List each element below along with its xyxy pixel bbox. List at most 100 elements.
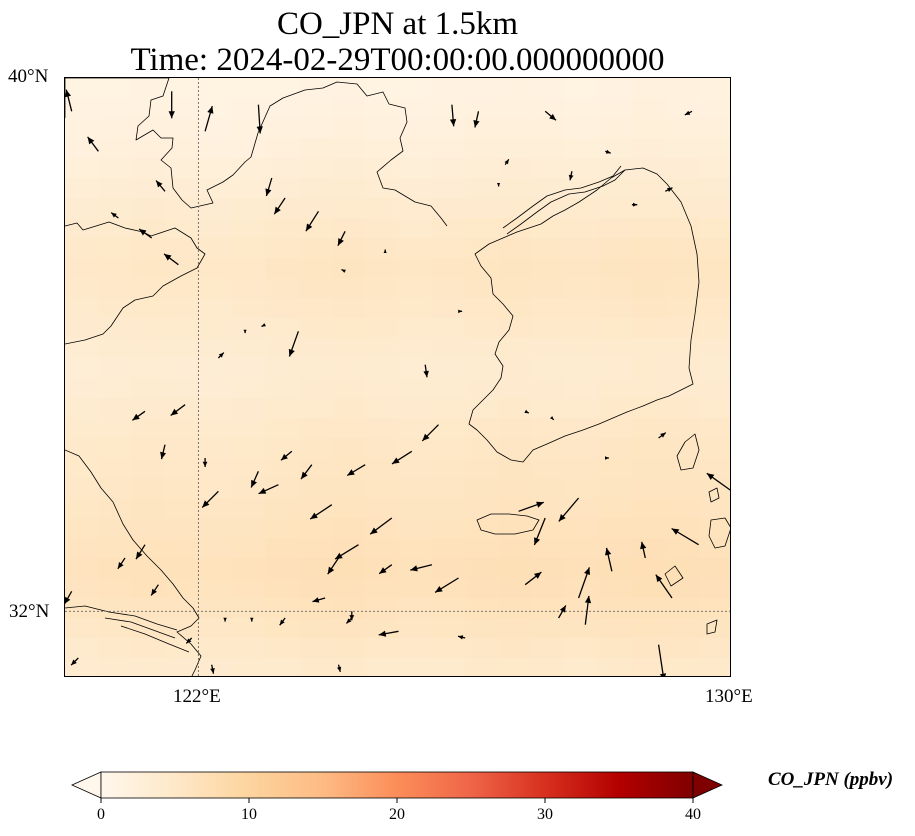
field-cell	[331, 78, 366, 99]
lat-tick-label-32n: 32°N	[9, 601, 50, 622]
field-cell	[465, 78, 500, 99]
field-cell	[298, 538, 333, 559]
field-cell	[298, 338, 333, 359]
field-cell	[398, 198, 433, 219]
field-cell	[665, 418, 700, 439]
field-cell	[365, 558, 400, 579]
field-cell	[65, 578, 99, 599]
map-canvas[interactable]	[65, 78, 731, 677]
field-cell	[331, 138, 366, 159]
colorbar-tick-0: 0	[97, 806, 105, 823]
field-cell	[165, 458, 199, 479]
field-cell	[98, 538, 133, 559]
field-cell	[165, 78, 199, 99]
field-cell	[65, 298, 99, 319]
lon-tick-label-130e: 130°E	[705, 686, 753, 707]
field-cell	[165, 258, 199, 279]
field-cell	[565, 398, 600, 419]
field-cell	[331, 438, 366, 459]
field-cell	[298, 378, 333, 399]
field-cell	[331, 498, 366, 519]
wind-arrow	[655, 574, 673, 599]
field-cell	[131, 298, 166, 319]
field-cell	[531, 658, 566, 676]
field-cell	[598, 158, 633, 179]
field-cell	[298, 158, 333, 179]
field-cell	[598, 458, 633, 479]
field-cell	[65, 338, 99, 359]
field-cell	[498, 358, 533, 379]
field-cell	[465, 498, 500, 519]
field-cell	[131, 238, 166, 259]
field-cell	[198, 78, 233, 99]
wind-arrow	[346, 464, 366, 477]
field-cell	[231, 538, 266, 559]
field-cell	[231, 118, 266, 139]
field-cell	[365, 538, 400, 559]
field-cell	[131, 78, 166, 99]
field-cell	[265, 498, 300, 519]
title-line-2: Time: 2024-02-29T00:00:00.000000000	[130, 42, 665, 78]
field-cell	[398, 118, 433, 139]
field-cell	[265, 518, 300, 539]
field-cell	[131, 518, 166, 539]
field-cell	[698, 278, 730, 299]
field-cell	[98, 458, 133, 479]
field-cell	[365, 198, 400, 219]
colorbar-tick-40: 40	[685, 806, 701, 823]
field-cell	[498, 638, 533, 659]
field-cell	[198, 238, 233, 259]
field-cell	[331, 198, 366, 219]
title-line-1: CO_JPN at 1.5km	[276, 6, 519, 42]
field-cell	[131, 158, 166, 179]
field-cell	[198, 538, 233, 559]
wind-arrow	[138, 228, 153, 239]
field-cell	[398, 78, 433, 99]
field-cell	[98, 378, 133, 399]
wind-arrow	[706, 472, 730, 491]
wind-arrow	[250, 471, 259, 488]
field-cell	[265, 218, 300, 239]
field-cell	[198, 658, 233, 676]
field-cell	[365, 98, 400, 119]
field-cell	[598, 618, 633, 639]
field-cell	[665, 618, 700, 639]
field-cell	[298, 178, 333, 199]
field-cell	[398, 398, 433, 419]
field-cell	[465, 518, 500, 539]
field-cell	[98, 358, 133, 379]
field-cell	[531, 278, 566, 299]
field-cell	[265, 158, 300, 179]
map-panel[interactable]	[64, 77, 731, 677]
field-cell	[298, 598, 333, 619]
field-cell	[65, 498, 99, 519]
field-cell	[531, 618, 566, 639]
field-cell	[198, 198, 233, 219]
field-cell	[598, 298, 633, 319]
field-cell	[565, 78, 600, 99]
wind-arrow	[605, 456, 609, 460]
field-cell	[431, 198, 466, 219]
field-cell	[231, 658, 266, 676]
field-cell	[98, 158, 133, 179]
field-cell	[398, 298, 433, 319]
coast-yangtze-estuary	[65, 605, 190, 653]
field-cell	[365, 178, 400, 199]
field-cell	[498, 238, 533, 259]
wind-arrow	[631, 202, 638, 207]
field-cell	[331, 478, 366, 499]
field-cell	[165, 518, 199, 539]
field-cell	[631, 398, 666, 419]
field-cell	[531, 158, 566, 179]
wind-arrow	[550, 416, 555, 421]
field-cell	[65, 198, 99, 219]
field-cell	[131, 218, 166, 239]
field-cell	[198, 478, 233, 499]
field-cell	[431, 218, 466, 239]
field-cell	[531, 518, 566, 539]
field-cell	[631, 418, 666, 439]
field-cell	[631, 198, 666, 219]
colorbar-tick-20: 20	[389, 806, 405, 823]
field-cell	[65, 418, 99, 439]
field-cell	[431, 158, 466, 179]
